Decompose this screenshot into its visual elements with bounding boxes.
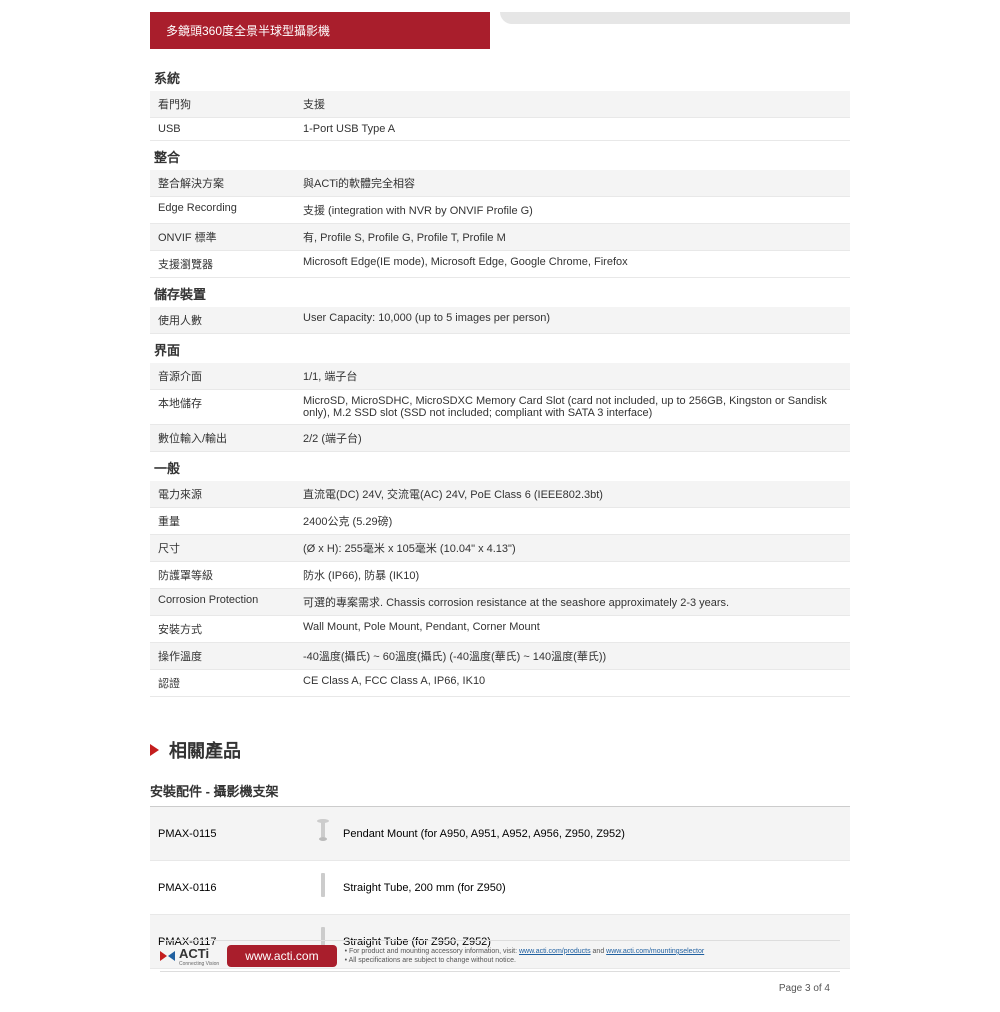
accessory-icon bbox=[303, 817, 343, 850]
page-title: 多鏡頭360度全景半球型攝影機 bbox=[166, 24, 330, 38]
spec-value: CE Class A, FCC Class A, IP66, IK10 bbox=[295, 670, 850, 697]
table-row: 認證CE Class A, FCC Class A, IP66, IK10 bbox=[150, 670, 850, 697]
spec-value: -40溫度(攝氏) ~ 60溫度(攝氏) (-40溫度(華氏) ~ 140溫度(… bbox=[295, 643, 850, 670]
table-row: 本地儲存MicroSD, MicroSDHC, MicroSDXC Memory… bbox=[150, 390, 850, 425]
spec-value: 2400公克 (5.29磅) bbox=[295, 508, 850, 535]
table-row: Corrosion Protection可選的專案需求. Chassis cor… bbox=[150, 589, 850, 616]
logo-triangle-blue-icon bbox=[168, 951, 175, 961]
related-products-header: 相關產品 bbox=[150, 737, 850, 763]
section-title: 系統 bbox=[150, 62, 850, 91]
table-row: ONVIF 標準有, Profile S, Profile G, Profile… bbox=[150, 224, 850, 251]
spec-label: 重量 bbox=[150, 508, 295, 535]
footer-note2: • All specifications are subject to chan… bbox=[345, 957, 516, 964]
section-title: 界面 bbox=[150, 334, 850, 363]
spec-value: 支援 bbox=[295, 91, 850, 118]
footer-link-products[interactable]: www.acti.com/products bbox=[519, 948, 591, 955]
footer-bar: ACTi Connecting Vision www.acti.com • Fo… bbox=[160, 940, 840, 972]
spec-label: 使用人數 bbox=[150, 307, 295, 334]
spec-table: 使用人數User Capacity: 10,000 (up to 5 image… bbox=[150, 307, 850, 334]
spec-label: 尺寸 bbox=[150, 535, 295, 562]
accessory-desc: Pendant Mount (for A950, A951, A952, A95… bbox=[343, 828, 842, 840]
section-title: 一般 bbox=[150, 452, 850, 481]
table-row: 音源介面1/1, 端子台 bbox=[150, 363, 850, 390]
table-row: 整合解決方案與ACTi的軟體完全相容 bbox=[150, 170, 850, 197]
logo-subtext: Connecting Vision bbox=[179, 961, 219, 967]
accessory-icon bbox=[303, 871, 343, 904]
spec-label: 本地儲存 bbox=[150, 390, 295, 425]
spec-content: 系統看門狗支援USB1-Port USB Type A整合整合解決方案與ACTi… bbox=[150, 52, 850, 697]
spec-label: 認證 bbox=[150, 670, 295, 697]
spec-value: User Capacity: 10,000 (up to 5 images pe… bbox=[295, 307, 850, 334]
spec-label: USB bbox=[150, 118, 295, 141]
footer-and: and bbox=[591, 948, 607, 955]
spec-label: 操作溫度 bbox=[150, 643, 295, 670]
header: 多鏡頭360度全景半球型攝影機 bbox=[150, 12, 850, 52]
spec-value: MicroSD, MicroSDHC, MicroSDXC Memory Car… bbox=[295, 390, 850, 425]
spec-label: 音源介面 bbox=[150, 363, 295, 390]
spec-label: 安裝方式 bbox=[150, 616, 295, 643]
table-row: USB1-Port USB Type A bbox=[150, 118, 850, 141]
table-row: 防護罩等級防水 (IP66), 防暴 (IK10) bbox=[150, 562, 850, 589]
spec-label: 整合解決方案 bbox=[150, 170, 295, 197]
header-title-bar: 多鏡頭360度全景半球型攝影機 bbox=[150, 12, 490, 49]
spec-value: 有, Profile S, Profile G, Profile T, Prof… bbox=[295, 224, 850, 251]
footer: ACTi Connecting Vision www.acti.com • Fo… bbox=[150, 940, 850, 972]
footer-link-mounting[interactable]: www.acti.com/mountingselector bbox=[606, 948, 704, 955]
section-title: 儲存裝置 bbox=[150, 278, 850, 307]
spec-label: 電力來源 bbox=[150, 481, 295, 508]
table-row: 操作溫度-40溫度(攝氏) ~ 60溫度(攝氏) (-40溫度(華氏) ~ 14… bbox=[150, 643, 850, 670]
spec-label: 數位輸入/輸出 bbox=[150, 425, 295, 452]
logo-triangle-red-icon bbox=[160, 951, 167, 961]
table-row: 數位輸入/輸出2/2 (端子台) bbox=[150, 425, 850, 452]
url-pill[interactable]: www.acti.com bbox=[227, 945, 336, 967]
table-row: 安裝方式Wall Mount, Pole Mount, Pendant, Cor… bbox=[150, 616, 850, 643]
accessory-row: PMAX-0115 Pendant Mount (for A950, A951, … bbox=[150, 807, 850, 861]
spec-table: 電力來源直流電(DC) 24V, 交流電(AC) 24V, PoE Class … bbox=[150, 481, 850, 697]
footer-note: • For product and mounting accessory inf… bbox=[345, 947, 840, 965]
spec-value: 直流電(DC) 24V, 交流電(AC) 24V, PoE Class 6 (I… bbox=[295, 481, 850, 508]
spec-label: Corrosion Protection bbox=[150, 589, 295, 616]
table-row: 支援瀏覽器Microsoft Edge(IE mode), Microsoft … bbox=[150, 251, 850, 278]
accessory-id: PMAX-0116 bbox=[158, 882, 303, 894]
accessory-id: PMAX-0115 bbox=[158, 828, 303, 840]
accessory-row: PMAX-0116 Straight Tube, 200 mm (for Z950… bbox=[150, 861, 850, 915]
page-container: 多鏡頭360度全景半球型攝影機 系統看門狗支援USB1-Port USB Typ… bbox=[150, 12, 850, 1012]
spec-value: 與ACTi的軟體完全相容 bbox=[295, 170, 850, 197]
spec-value: Microsoft Edge(IE mode), Microsoft Edge,… bbox=[295, 251, 850, 278]
spec-label: 防護罩等級 bbox=[150, 562, 295, 589]
spec-table: 整合解決方案與ACTi的軟體完全相容Edge Recording支援 (inte… bbox=[150, 170, 850, 278]
logo-text: ACTi bbox=[179, 946, 219, 961]
table-row: 重量2400公克 (5.29磅) bbox=[150, 508, 850, 535]
section-title: 整合 bbox=[150, 141, 850, 170]
table-row: 看門狗支援 bbox=[150, 91, 850, 118]
table-row: 尺寸(Ø x H): 255毫米 x 105毫米 (10.04" x 4.13"… bbox=[150, 535, 850, 562]
spec-value: (Ø x H): 255毫米 x 105毫米 (10.04" x 4.13") bbox=[295, 535, 850, 562]
spec-table: 看門狗支援USB1-Port USB Type A bbox=[150, 91, 850, 141]
header-decoration-gray bbox=[500, 12, 850, 24]
spec-value: 1-Port USB Type A bbox=[295, 118, 850, 141]
spec-label: Edge Recording bbox=[150, 197, 295, 224]
accessories-subtitle: 安裝配件 - 攝影機支架 bbox=[150, 775, 850, 807]
table-row: Edge Recording支援 (integration with NVR b… bbox=[150, 197, 850, 224]
spec-table: 音源介面1/1, 端子台本地儲存MicroSD, MicroSDHC, Micr… bbox=[150, 363, 850, 452]
page-number: Page 3 of 4 bbox=[779, 983, 830, 994]
spec-value: 2/2 (端子台) bbox=[295, 425, 850, 452]
logo: ACTi Connecting Vision bbox=[160, 946, 219, 967]
spec-label: ONVIF 標準 bbox=[150, 224, 295, 251]
spec-label: 看門狗 bbox=[150, 91, 295, 118]
spec-value: 支援 (integration with NVR by ONVIF Profil… bbox=[295, 197, 850, 224]
footer-note-prefix: • For product and mounting accessory inf… bbox=[345, 948, 519, 955]
spec-value: 防水 (IP66), 防暴 (IK10) bbox=[295, 562, 850, 589]
table-row: 電力來源直流電(DC) 24V, 交流電(AC) 24V, PoE Class … bbox=[150, 481, 850, 508]
accessory-desc: Straight Tube, 200 mm (for Z950) bbox=[343, 882, 842, 894]
spec-value: 1/1, 端子台 bbox=[295, 363, 850, 390]
triangle-icon bbox=[150, 744, 159, 756]
spec-label: 支援瀏覽器 bbox=[150, 251, 295, 278]
spec-value: 可選的專案需求. Chassis corrosion resistance at… bbox=[295, 589, 850, 616]
spec-value: Wall Mount, Pole Mount, Pendant, Corner … bbox=[295, 616, 850, 643]
table-row: 使用人數User Capacity: 10,000 (up to 5 image… bbox=[150, 307, 850, 334]
related-title: 相關產品 bbox=[169, 737, 241, 763]
